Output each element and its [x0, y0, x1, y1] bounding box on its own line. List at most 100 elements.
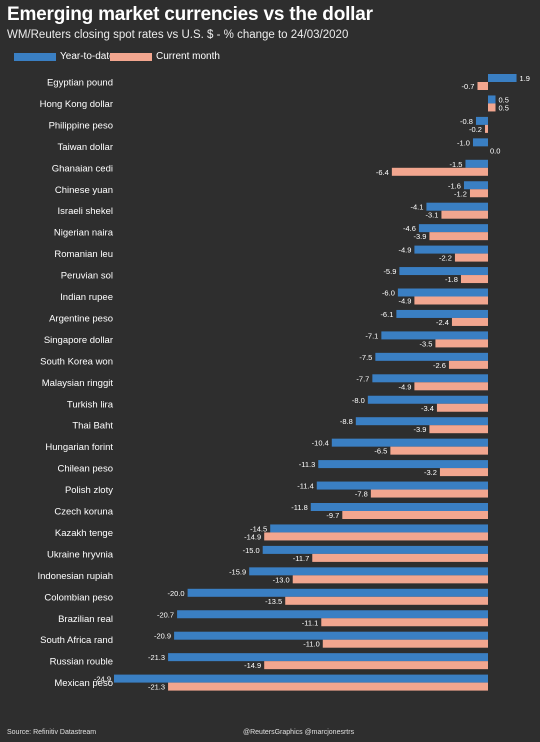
current-month-bar — [321, 618, 488, 627]
ytd-bar — [375, 352, 488, 361]
category-label: Peruvian sol — [61, 271, 113, 282]
ytd-bar — [114, 674, 488, 683]
category-label: South Africa rand — [40, 635, 113, 646]
category-label: Argentine peso — [49, 313, 113, 324]
current-month-bar — [285, 596, 488, 605]
current-month-bar — [435, 339, 488, 348]
ytd-label: -4.1 — [410, 203, 423, 212]
ytd-bar — [463, 181, 488, 190]
current-month-bar — [439, 468, 488, 477]
ytd-label: -11.3 — [299, 460, 316, 469]
ytd-label: -20.7 — [157, 610, 174, 619]
current-month-label: 0.0 — [490, 146, 500, 155]
ytd-label: 0.5 — [499, 95, 509, 104]
category-label: Ghanaian cedi — [52, 163, 113, 174]
legend-label-current-month: Current month — [156, 51, 220, 62]
category-label: Egyptian pound — [47, 78, 113, 89]
ytd-bar — [310, 503, 488, 511]
ytd-label: -7.7 — [356, 374, 369, 383]
current-month-label: -4.9 — [398, 297, 411, 306]
category-label: Kazakh tenge — [55, 528, 113, 539]
current-month-label: -14.9 — [244, 661, 261, 670]
ytd-label: -10.4 — [312, 439, 329, 448]
category-label: Chilean peso — [58, 464, 113, 475]
ytd-label: -6.1 — [380, 310, 393, 319]
current-month-label: -6.5 — [374, 447, 387, 456]
ytd-label: -0.8 — [460, 117, 473, 126]
ytd-bar — [397, 288, 488, 297]
ytd-bar — [262, 545, 488, 554]
category-label: Turkish lira — [67, 399, 114, 410]
current-month-label: -3.2 — [424, 468, 437, 477]
current-month-bar — [391, 167, 488, 176]
ytd-label: -11.8 — [291, 503, 308, 512]
category-label: Hungarian forint — [45, 442, 113, 453]
legend-swatch-ytd — [14, 53, 56, 61]
current-month-label: -4.9 — [398, 382, 411, 391]
current-month-bar — [292, 575, 488, 584]
current-month-label: -3.9 — [413, 232, 426, 241]
category-label: Indian rupee — [60, 292, 113, 303]
current-month-label: -0.2 — [469, 125, 482, 134]
current-month-label: -3.1 — [426, 211, 439, 220]
current-month-bar — [342, 511, 488, 519]
current-month-label: -3.9 — [413, 425, 426, 434]
category-label: Malaysian ringgit — [42, 378, 114, 389]
ytd-bar — [465, 159, 488, 168]
ytd-bar — [381, 331, 488, 340]
current-month-label: -11.7 — [293, 554, 310, 563]
ytd-label: -4.9 — [398, 246, 411, 255]
current-month-label: -11.0 — [303, 640, 320, 649]
category-label: Singapore dollar — [44, 335, 113, 346]
category-label: Ukraine hryvnia — [47, 549, 114, 560]
current-month-bar — [414, 382, 488, 391]
current-month-bar — [370, 489, 488, 498]
ytd-label: -21.3 — [148, 653, 165, 662]
ytd-bar — [396, 309, 488, 318]
current-month-label: -11.1 — [302, 618, 319, 627]
category-label: Indonesian rupiah — [37, 571, 113, 582]
ytd-bar — [316, 481, 488, 490]
current-month-bar — [429, 232, 488, 241]
ytd-label: -7.5 — [359, 353, 372, 362]
current-month-label: -2.2 — [439, 254, 452, 263]
category-label: Thai Baht — [72, 421, 113, 432]
ytd-label: -6.0 — [382, 289, 395, 298]
legend-swatch-current-month — [110, 53, 152, 61]
current-month-bar — [477, 82, 488, 90]
current-month-bar — [264, 661, 488, 670]
ytd-label: -11.4 — [297, 482, 314, 491]
ytd-bar — [174, 631, 488, 640]
current-month-bar — [454, 253, 488, 262]
ytd-label: -1.5 — [450, 160, 463, 169]
ytd-label: -15.9 — [229, 567, 246, 576]
current-month-bar — [429, 425, 488, 434]
current-month-label: -13.0 — [273, 575, 290, 584]
chart-title: Emerging market currencies vs the dollar — [7, 4, 373, 25]
ytd-bar — [355, 417, 488, 426]
current-month-label: -6.4 — [376, 168, 389, 177]
ytd-label: 1.9 — [520, 74, 530, 83]
ytd-bar — [367, 395, 488, 404]
current-month-bar — [390, 446, 488, 455]
ytd-bar — [475, 116, 488, 125]
ytd-bar — [318, 460, 488, 469]
current-month-bar — [264, 532, 488, 541]
current-month-label: -2.4 — [436, 318, 449, 327]
category-label: Nigerian naira — [54, 228, 114, 239]
ytd-bar — [331, 438, 488, 447]
current-month-bar — [460, 275, 488, 284]
category-label: Philippine peso — [49, 120, 113, 131]
source-note: Source: Refinitiv Datastream — [7, 729, 97, 736]
ytd-label: -7.1 — [365, 331, 378, 340]
current-month-bar — [414, 296, 488, 305]
ytd-bar — [418, 224, 488, 233]
current-month-bar — [441, 210, 488, 219]
current-month-label: -1.2 — [454, 189, 467, 198]
category-label: Colombian peso — [44, 592, 113, 603]
category-label: Russian rouble — [50, 657, 113, 668]
ytd-label: -15.0 — [243, 546, 260, 555]
ytd-bar — [488, 95, 496, 104]
ytd-label: -20.0 — [167, 589, 184, 598]
